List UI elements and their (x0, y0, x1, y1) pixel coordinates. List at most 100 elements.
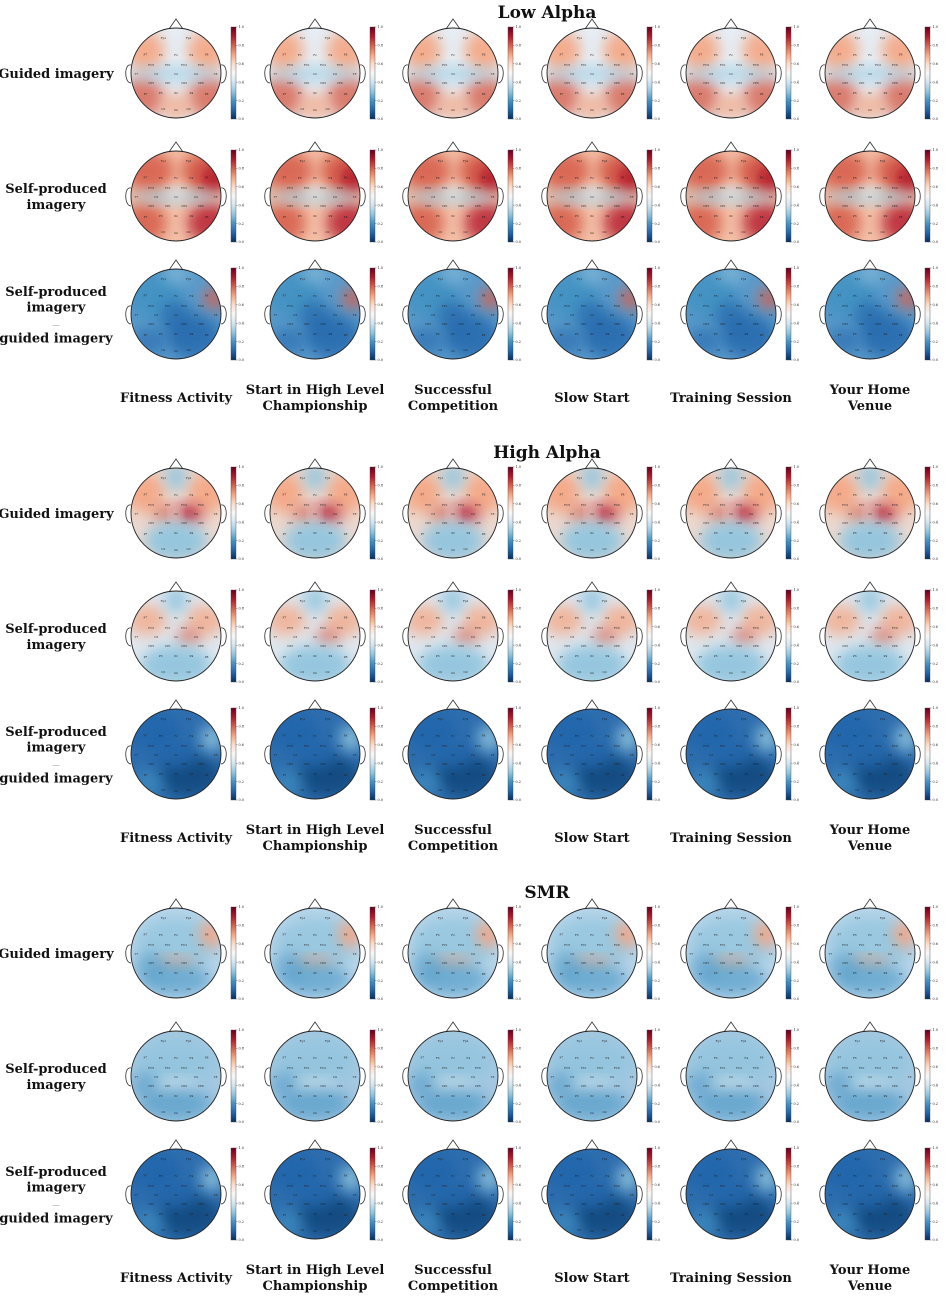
electrode-label: F8 (899, 733, 903, 737)
electrode-label: P4 (466, 654, 470, 658)
colorbar-tick: 0.4 (933, 321, 938, 325)
electrode-label: P4 (328, 1094, 332, 1098)
electrode-label: P3 (575, 1094, 579, 1098)
colorbar-tick: 1.0 (378, 465, 383, 469)
electrode-label: F7 (144, 932, 148, 936)
electrode-label: F7 (283, 1173, 287, 1177)
electrode-label: C3 (848, 1193, 852, 1197)
electrode-label: CP6 (475, 1084, 481, 1088)
electrode-label: O1 (855, 1110, 859, 1114)
right-ear (497, 305, 504, 325)
electrode-label: Fp2 (325, 599, 331, 603)
row-label: Self-produced imagery — guided imagery (0, 1165, 113, 1227)
electrode-label: Fz (174, 734, 178, 738)
electrode-label: Cz (451, 313, 455, 317)
electrode-label: C3 (709, 313, 713, 317)
colorbar-tick: 0.0 (378, 798, 383, 802)
head-outline (685, 27, 777, 119)
left-ear (819, 187, 826, 207)
electrode-label: O2 (464, 547, 468, 551)
activation-region (158, 741, 194, 769)
electrode-label: Fp2 (602, 277, 608, 281)
nose (723, 259, 739, 271)
colorbar-tick: 0.6 (239, 62, 244, 66)
electrode-label: CP2 (181, 961, 187, 965)
head-outline (824, 1030, 916, 1122)
left-ear (402, 64, 409, 84)
left-ear (264, 1185, 271, 1205)
electrode-label: O1 (300, 230, 304, 234)
electrode-label: FC6 (614, 186, 620, 190)
electrode-label: FC5 (703, 744, 709, 748)
colorbar-tick: 0.4 (933, 80, 938, 84)
colorbar: 0.00.20.40.60.81.0 (785, 706, 799, 802)
colorbar-tick: 0.4 (378, 520, 383, 524)
activation-region (827, 953, 859, 980)
electrode-label: Cz (729, 512, 733, 516)
colorbar-tick: 0.0 (239, 680, 244, 684)
electrode-label: F3 (714, 294, 718, 298)
electrode-label: P7 (421, 1213, 425, 1217)
electrode-label: Fp2 (325, 1157, 331, 1161)
colorbar-tick: 1.0 (933, 1146, 938, 1150)
electrode-label: F3 (436, 734, 440, 738)
electrode-label: CP6 (198, 204, 204, 208)
electrode-label: CP1 (859, 322, 865, 326)
electrode-label: O2 (326, 547, 330, 551)
electrode-label: Fz (729, 734, 733, 738)
colorbar-tick: 0.2 (794, 340, 799, 344)
colorbar-tick: 1.0 (933, 25, 938, 29)
electrode-label: FC6 (337, 503, 343, 507)
electrode-label: Oz (868, 349, 872, 353)
electrode-label: T8 (630, 195, 634, 199)
electrode-label: F3 (298, 616, 302, 620)
electrode-label: CP1 (859, 521, 865, 525)
colorbar-tick: 0.0 (933, 680, 938, 684)
electrode-label: T8 (769, 195, 773, 199)
electrode-label: O1 (300, 348, 304, 352)
electrode-label: Fp2 (325, 159, 331, 163)
electrode-label: F3 (436, 493, 440, 497)
electrode-label: P3 (436, 214, 440, 218)
electrode-label: C4 (749, 313, 753, 317)
electrode-label: F3 (436, 176, 440, 180)
colorbar-tick: 0.0 (655, 117, 660, 121)
electrode-label: F4 (883, 933, 887, 937)
electrode-label: Fp2 (186, 599, 192, 603)
activation-region (299, 300, 331, 332)
electrode-label: P4 (189, 91, 193, 95)
electrode-label: P4 (466, 772, 470, 776)
activation-region (852, 1181, 888, 1209)
electrode-label: Oz (174, 349, 178, 353)
electrode-label: O1 (438, 107, 442, 111)
right-ear (636, 1067, 643, 1087)
activation-region (713, 93, 749, 118)
colorbar-tick: 0.4 (655, 520, 660, 524)
colorbar-tick: 1.0 (239, 465, 244, 469)
electrode-label: C4 (610, 195, 614, 199)
electrode-label: CP1 (165, 961, 171, 965)
colorbar-tick: 0.2 (516, 222, 521, 226)
electrode-label: Fz (174, 1174, 178, 1178)
electrode-label: Pz (451, 1212, 455, 1216)
colorbar-tick: 0.6 (933, 185, 938, 189)
electrode-label: O2 (603, 230, 607, 234)
electrode-label: P7 (560, 1095, 564, 1099)
electrode-label: F8 (482, 52, 486, 56)
electrode-label: F8 (344, 293, 348, 297)
electrode-label: Fp1 (300, 1039, 306, 1043)
activation-region (133, 953, 165, 980)
electrode-label: Pz (451, 654, 455, 658)
electrode-label: FC6 (198, 626, 204, 630)
electrode-label: P7 (699, 1095, 703, 1099)
electrode-label: Pz (174, 332, 178, 336)
electrode-label: F7 (699, 615, 703, 619)
electrode-label: FC6 (198, 1066, 204, 1070)
left-ear (819, 305, 826, 325)
electrode-label: Fz (313, 933, 317, 937)
nose (168, 1139, 184, 1151)
electrode-label: Pz (174, 1094, 178, 1098)
electrode-label: T8 (769, 1193, 773, 1197)
